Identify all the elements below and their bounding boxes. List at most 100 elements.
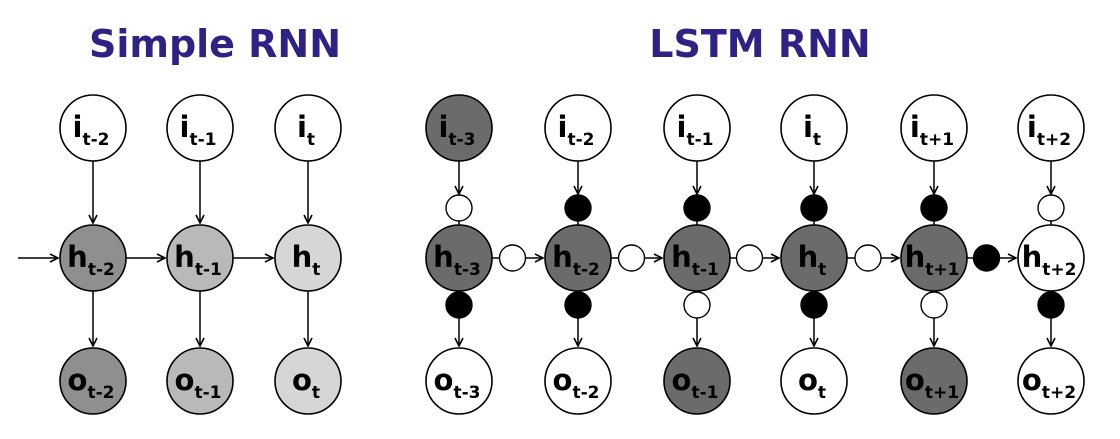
lstm-output-node: ot-1 bbox=[663, 347, 731, 415]
lstm-input-node: it+1 bbox=[900, 94, 968, 162]
lstm-output-node-label: ot bbox=[798, 363, 826, 403]
lstm-input-gate bbox=[445, 194, 473, 222]
lstm-output-gate bbox=[1037, 291, 1065, 319]
lstm-input-node-label: it+1 bbox=[910, 110, 954, 150]
lstm-input-node-circle bbox=[544, 94, 612, 162]
simple-hidden-node-circle bbox=[59, 224, 127, 292]
lstm-hidden-node-label: ht bbox=[798, 240, 827, 280]
lstm-output-node-circle bbox=[663, 347, 731, 415]
simple-output-node: ot bbox=[274, 347, 342, 415]
lstm-output-node-circle bbox=[1017, 347, 1085, 415]
lstm-input-node-circle bbox=[425, 94, 493, 162]
lstm-input-node-circle bbox=[663, 94, 731, 162]
simple-hidden-node: ht-2 bbox=[59, 224, 127, 292]
lstm-input-node: it-2 bbox=[544, 94, 612, 162]
nodes-layer: it-2 ht-2 ot-2 it-1 ht-1 ot-1 it ht ot it-3 ht-3 ot… bbox=[59, 94, 1085, 415]
lstm-output-node: ot+2 bbox=[1017, 347, 1085, 415]
lstm-hidden-node-circle bbox=[1017, 224, 1085, 292]
lstm-input-node-circle bbox=[1017, 94, 1085, 162]
lstm-input-node-circle bbox=[900, 94, 968, 162]
simple-input-node: it-1 bbox=[166, 94, 234, 162]
lstm-input-node-label: it bbox=[803, 110, 821, 150]
simple-hidden-node-label: ht bbox=[292, 240, 321, 280]
lstm-input-node-circle bbox=[780, 94, 848, 162]
lstm-hidden-node: ht+1 bbox=[900, 224, 968, 292]
simple-input-node-circle bbox=[59, 94, 127, 162]
lstm-forget-gate bbox=[735, 244, 764, 272]
lstm-hidden-node-label: ht-3 bbox=[433, 240, 481, 280]
simple-input-node-label: it-2 bbox=[73, 110, 110, 150]
lstm-hidden-node-label: ht+1 bbox=[905, 240, 960, 280]
lstm-input-node-label: it+2 bbox=[1027, 110, 1071, 150]
lstm-output-node-circle bbox=[544, 347, 612, 415]
lstm-output-gate bbox=[683, 291, 711, 319]
lstm-output-node-circle bbox=[425, 347, 493, 415]
simple-input-node: it-2 bbox=[59, 94, 127, 162]
lstm-output-node: ot bbox=[780, 347, 848, 415]
simple-output-node-circle bbox=[274, 347, 342, 415]
lstm-output-node-circle bbox=[780, 347, 848, 415]
lstm-output-gate bbox=[564, 291, 592, 319]
lstm-output-node-label: ot-1 bbox=[672, 363, 719, 403]
lstm-input-gate bbox=[920, 194, 948, 222]
lstm-hidden-node: ht bbox=[780, 224, 848, 292]
lstm-hidden-node-circle bbox=[425, 224, 493, 292]
lstm-rnn-title: LSTM RNN bbox=[649, 22, 871, 66]
lstm-output-gate bbox=[920, 291, 948, 319]
lstm-output-gate bbox=[800, 291, 828, 319]
simple-hidden-node-label: ht-2 bbox=[67, 240, 115, 280]
lstm-input-node-label: it-1 bbox=[677, 110, 714, 150]
lstm-output-node: ot-2 bbox=[544, 347, 612, 415]
simple-hidden-node-label: ht-1 bbox=[174, 240, 222, 280]
lstm-input-node: it bbox=[780, 94, 848, 162]
simple-hidden-node: ht-1 bbox=[166, 224, 234, 292]
lstm-hidden-node-circle bbox=[663, 224, 731, 292]
lstm-hidden-node: ht-3 bbox=[425, 224, 493, 292]
simple-hidden-node-circle bbox=[274, 224, 342, 292]
simple-input-node: it bbox=[274, 94, 342, 162]
lstm-input-gate bbox=[564, 194, 592, 222]
simple-hidden-node: ht bbox=[274, 224, 342, 292]
lstm-hidden-node: ht-2 bbox=[544, 224, 612, 292]
lstm-output-node-circle bbox=[900, 347, 968, 415]
simple-rnn-title: Simple RNN bbox=[88, 22, 342, 66]
lstm-input-gate bbox=[800, 194, 828, 222]
simple-output-node-label: ot-2 bbox=[68, 363, 115, 403]
lstm-forget-gate bbox=[498, 244, 527, 272]
lstm-hidden-node-circle bbox=[780, 224, 848, 292]
simple-output-node: ot-2 bbox=[59, 347, 127, 415]
lstm-hidden-node-circle bbox=[544, 224, 612, 292]
lstm-hidden-node-label: ht+2 bbox=[1022, 240, 1077, 280]
lstm-input-gate bbox=[683, 194, 711, 222]
lstm-input-node: it+2 bbox=[1017, 94, 1085, 162]
simple-output-node-label: ot-1 bbox=[175, 363, 222, 403]
lstm-input-node-label: it-3 bbox=[439, 110, 476, 150]
simple-output-node-circle bbox=[166, 347, 234, 415]
lstm-forget-gate bbox=[972, 244, 1001, 272]
lstm-output-node-label: ot-3 bbox=[434, 363, 481, 403]
lstm-output-node: ot+1 bbox=[900, 347, 968, 415]
simple-output-node-label: ot bbox=[292, 363, 320, 403]
simple-input-node-label: it bbox=[297, 110, 315, 150]
lstm-hidden-node-circle bbox=[900, 224, 968, 292]
lstm-input-gate bbox=[1037, 194, 1065, 222]
lstm-forget-gate bbox=[617, 244, 646, 272]
simple-input-node-circle bbox=[166, 94, 234, 162]
simple-output-node-circle bbox=[59, 347, 127, 415]
lstm-output-node-label: ot+2 bbox=[1022, 363, 1076, 403]
lstm-input-node: it-1 bbox=[663, 94, 731, 162]
simple-input-node-circle bbox=[274, 94, 342, 162]
lstm-output-node: ot-3 bbox=[425, 347, 493, 415]
lstm-input-node: it-3 bbox=[425, 94, 493, 162]
lstm-hidden-node-label: ht-2 bbox=[552, 240, 600, 280]
simple-hidden-node-circle bbox=[166, 224, 234, 292]
lstm-hidden-node: ht+2 bbox=[1017, 224, 1085, 292]
lstm-hidden-node: ht-1 bbox=[663, 224, 731, 292]
lstm-hidden-node-label: ht-1 bbox=[671, 240, 719, 280]
lstm-output-node-label: ot-2 bbox=[553, 363, 600, 403]
simple-output-node: ot-1 bbox=[166, 347, 234, 415]
simple-input-node-label: it-1 bbox=[180, 110, 217, 150]
lstm-forget-gate bbox=[854, 244, 882, 272]
lstm-output-gate bbox=[445, 291, 473, 319]
